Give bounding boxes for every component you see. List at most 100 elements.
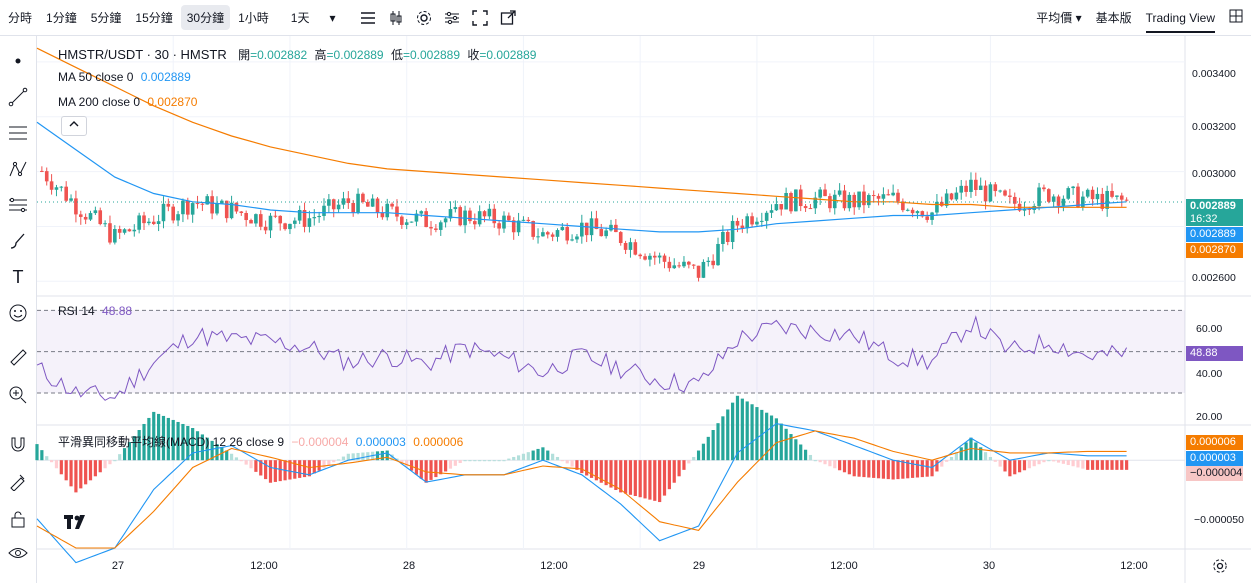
candle-body <box>54 187 59 190</box>
candle-body <box>623 243 628 250</box>
candle-body <box>453 207 458 210</box>
candle-body <box>390 203 394 207</box>
chart-settings-icon[interactable] <box>1212 558 1228 579</box>
candle-body <box>312 217 317 219</box>
chevron-down-icon[interactable]: ▾ <box>329 10 336 25</box>
ma200-legend[interactable]: MA 200 close 0 0.002870 <box>58 95 197 109</box>
candle-body <box>648 255 652 260</box>
menu-icon[interactable] <box>357 7 379 29</box>
macd-histogram-bar <box>380 450 384 461</box>
tf-30m[interactable]: 30分鐘 <box>180 5 231 30</box>
main-legend: HMSTR/USDT · 30 · HMSTR 開=0.002882 高=0.0… <box>58 46 536 63</box>
macd-histogram-bar <box>137 430 141 461</box>
macd-histogram-bar <box>701 443 706 461</box>
magnet-icon[interactable] <box>7 434 29 456</box>
candle-body <box>200 203 205 205</box>
macd-histogram-bar <box>979 447 983 461</box>
basic-view-button[interactable]: 基本版 <box>1095 11 1132 25</box>
candle-body <box>137 215 141 230</box>
macd-histogram-bar <box>930 460 934 477</box>
tf-1h[interactable]: 1小時 <box>238 11 269 25</box>
candle-body <box>336 204 341 210</box>
candle-body <box>594 218 599 230</box>
eye-icon[interactable] <box>7 542 29 564</box>
macd-histogram-bar <box>385 450 389 461</box>
macd-histogram-bar <box>1027 460 1031 469</box>
candle-body <box>570 239 574 241</box>
candle-body <box>356 193 360 213</box>
tradingview-button[interactable]: Trading View <box>1145 11 1215 33</box>
macd-legend[interactable]: 平滑異同移動平均線(MACD) 12 26 close 9 −0.000004 … <box>58 433 463 450</box>
macd-histogram-bar <box>774 418 778 461</box>
collapse-legend-button[interactable] <box>61 116 87 136</box>
macd-histogram-bar <box>721 416 725 461</box>
cursor-dot-icon[interactable] <box>7 50 29 72</box>
candle-body <box>273 215 278 217</box>
lock-drawing-icon[interactable] <box>7 470 29 492</box>
macd-histogram-bar <box>64 460 68 481</box>
emoji-icon[interactable] <box>7 302 29 324</box>
candle-body <box>682 261 686 267</box>
tf-5m[interactable]: 5分鐘 <box>90 11 122 25</box>
macd-histogram-bar <box>453 460 457 466</box>
high-value: =0.002889 <box>326 48 384 62</box>
candle-body <box>905 209 910 211</box>
candle-body <box>1076 186 1080 208</box>
fib-icon[interactable] <box>7 194 29 216</box>
macd-histogram-bar <box>838 460 842 471</box>
ma200-line <box>36 47 1127 208</box>
price-type-select[interactable]: 平均價 ▾ <box>1036 11 1082 25</box>
macd-histogram-bar <box>375 451 380 461</box>
settings-icon[interactable] <box>413 7 435 29</box>
macd-histogram-bar <box>390 454 394 461</box>
candle-style-icon[interactable] <box>385 7 407 29</box>
macd-histogram-bar <box>181 423 185 461</box>
tf-tick[interactable]: 分時 <box>8 11 33 25</box>
text-tool-icon[interactable]: T <box>12 266 24 287</box>
lock-icon[interactable] <box>7 508 29 530</box>
pattern-icon[interactable] <box>7 158 29 180</box>
candle-body <box>234 202 239 212</box>
tf-1d[interactable]: 1天 <box>290 11 310 25</box>
snapshot-icon[interactable] <box>497 7 519 29</box>
layout-grid-icon[interactable] <box>1229 9 1243 26</box>
macd-histogram-bar <box>225 450 229 461</box>
macd-histogram-bar <box>998 460 1002 467</box>
bar-countdown: 16:32 <box>1190 213 1218 225</box>
candle-body <box>249 220 253 224</box>
macd-histogram-bar <box>896 460 900 480</box>
macd-histogram-bar <box>1125 460 1129 470</box>
candle-body <box>283 223 287 230</box>
candle-body <box>764 212 769 221</box>
fullscreen-icon[interactable] <box>469 7 491 29</box>
macd-histogram-bar <box>842 460 847 473</box>
trend-line-icon[interactable] <box>7 86 29 108</box>
candle-body <box>725 231 730 242</box>
brush-icon[interactable] <box>7 230 29 252</box>
indicators-icon[interactable] <box>441 7 463 29</box>
macd-histogram-bar <box>711 430 715 461</box>
horizontal-lines-icon[interactable] <box>7 122 29 144</box>
ma50-legend[interactable]: MA 50 close 0 0.002889 <box>58 70 191 84</box>
candle-body <box>103 223 107 225</box>
macd-histogram-bar <box>731 402 735 461</box>
candle-body <box>930 212 934 220</box>
rsi-legend[interactable]: RSI 14 48.88 <box>58 304 132 318</box>
candle-body <box>83 216 88 220</box>
macd-histogram-bar <box>249 460 253 469</box>
macd-histogram-bar <box>118 454 122 461</box>
macd-histogram-bar <box>716 423 720 461</box>
macd-histogram-bar <box>993 460 997 462</box>
ruler-icon[interactable] <box>7 346 29 368</box>
macd-histogram-bar <box>293 460 297 479</box>
candle-body <box>322 205 326 216</box>
tf-1m[interactable]: 1分鐘 <box>46 11 77 25</box>
time-label: 12:00 <box>250 560 278 572</box>
zoom-in-icon[interactable] <box>7 384 29 406</box>
macd-histogram-bar <box>1047 460 1051 462</box>
candle-body <box>1012 196 1017 204</box>
candle-body <box>998 190 1002 192</box>
macd-histogram-bar <box>448 460 453 469</box>
tf-15m[interactable]: 15分鐘 <box>135 11 173 25</box>
